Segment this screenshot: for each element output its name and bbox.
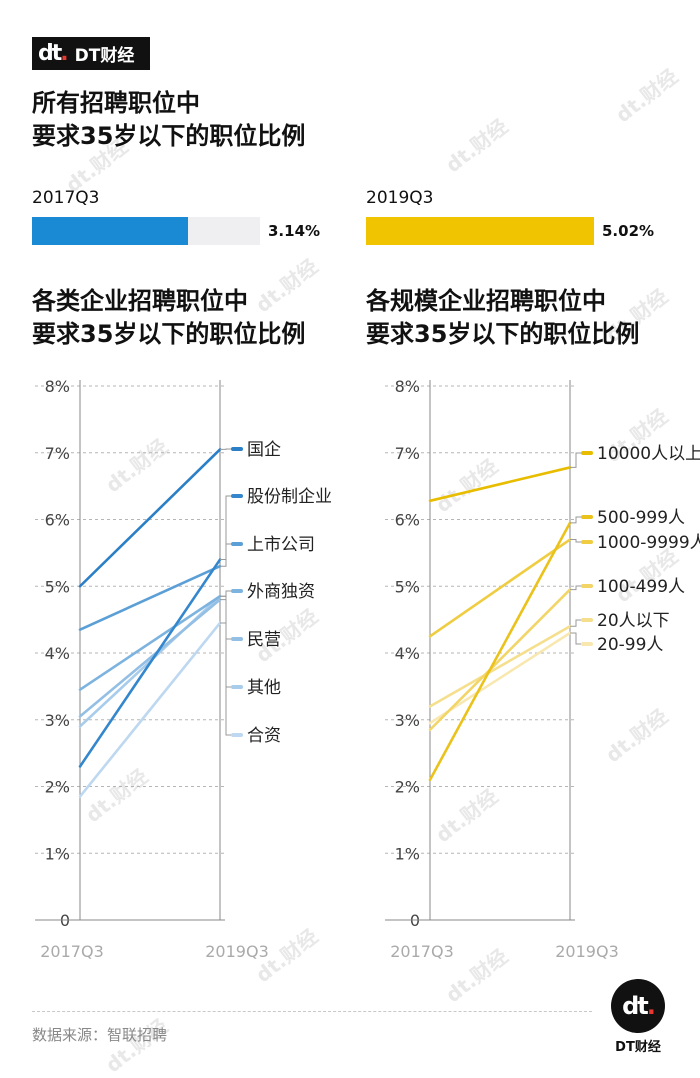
watermark-text: dt.财经	[439, 111, 513, 178]
left-chart-series-line	[80, 623, 220, 797]
left-chart-y-tick-label: 5%	[45, 577, 70, 596]
left-chart-y-tick-label: 2%	[45, 778, 70, 797]
right-chart-y-tick-label: 6%	[395, 511, 420, 530]
left-chart-y-tick-label: 6%	[45, 511, 70, 530]
left-chart-legend-label: 上市公司	[247, 535, 315, 555]
overall-title-line-2: 要求35岁以下的职位比例	[32, 120, 305, 153]
left-chart-title-line-1: 各类企业招聘职位中	[32, 285, 305, 318]
bar-2017-fill	[32, 217, 188, 245]
left-chart-legend-label: 股份制企业	[247, 487, 332, 507]
left-chart-legend-label: 其他	[247, 678, 281, 698]
left-chart-series-line	[80, 600, 220, 717]
left-chart-y-tick-label: 8%	[45, 377, 70, 396]
left-chart-y-tick-label: 3%	[45, 711, 70, 730]
right-chart-y-tick-label: 5%	[395, 577, 420, 596]
left-chart-title: 各类企业招聘职位中 要求35岁以下的职位比例	[32, 285, 305, 351]
right-chart-legend-label: 20人以下	[597, 611, 670, 631]
left-chart-y-tick-label: 4%	[45, 644, 70, 663]
right-chart-series-line	[430, 467, 570, 500]
right-chart-title: 各规模企业招聘职位中 要求35岁以下的职位比例	[366, 285, 639, 351]
right-chart-x-tick-label: 2019Q3	[555, 942, 619, 961]
left-chart-legend-connector	[220, 623, 232, 735]
left-chart-y-tick-label: 1%	[45, 844, 70, 863]
left-chart-legend-label: 外商独资	[247, 582, 315, 602]
bar-2017-label: 2017Q3	[32, 188, 99, 208]
brand-mark-icon: dt.	[38, 41, 67, 66]
watermark-text: dt.财经	[609, 61, 683, 128]
right-chart-legend-label: 100-499人	[597, 577, 685, 597]
left-chart-x-tick-label: 2019Q3	[205, 942, 269, 961]
overall-title: 所有招聘职位中 要求35岁以下的职位比例	[32, 87, 305, 153]
right-chart-title-line-1: 各规模企业招聘职位中	[366, 285, 639, 318]
right-chart-series-line	[430, 540, 570, 637]
right-chart-y-tick-label: 3%	[395, 711, 420, 730]
left-chart-legend-connector	[220, 544, 232, 566]
bar-2019-fill	[366, 217, 594, 245]
right-chart-y-tick-label: 7%	[395, 444, 420, 463]
left-chart-legend-label: 合资	[247, 726, 281, 746]
bar-2019-track	[366, 217, 594, 245]
left-chart-title-line-2: 要求35岁以下的职位比例	[32, 318, 305, 351]
left-chart-legend-label: 民营	[247, 630, 281, 650]
left-chart-series-line	[80, 560, 220, 767]
right-chart-legend-connector	[570, 540, 582, 542]
right-chart-title-line-2: 要求35岁以下的职位比例	[366, 318, 639, 351]
right-chart-series-line	[430, 590, 570, 730]
right-chart-series-line	[430, 523, 570, 780]
brand-name: DT财经	[75, 41, 135, 66]
left-chart-series-line	[80, 566, 220, 629]
footer-brand: DT财经	[606, 1036, 670, 1055]
bar-2017-track	[32, 217, 260, 245]
footer-logo-icon: dt.	[611, 979, 665, 1033]
data-source: 数据来源：智联招聘	[32, 1024, 167, 1045]
right-chart-legend-label: 500-999人	[597, 508, 685, 528]
right-chart-x-tick-label: 2017Q3	[390, 942, 454, 961]
left-chart-x-tick-label: 2017Q3	[40, 942, 104, 961]
left-chart-legend-connector	[220, 591, 232, 596]
right-chart-series-line	[430, 626, 570, 706]
bar-2019-label: 2019Q3	[366, 188, 433, 208]
right-chart-y-tick-label: 4%	[395, 644, 420, 663]
right-chart-y-tick-label: 1%	[395, 844, 420, 863]
left-chart-series-line	[80, 596, 220, 689]
right-chart-legend-connector	[570, 633, 582, 644]
right-chart-legend-label: 1000-9999人	[597, 533, 700, 553]
right-chart-y-tick-label: 8%	[395, 377, 420, 396]
left-chart-legend-label: 国企	[247, 440, 281, 460]
left-chart-series-line	[80, 449, 220, 586]
right-chart-legend-connector	[570, 453, 582, 467]
footer-divider	[32, 1011, 592, 1012]
right-chart-legend-label: 10000人以上	[597, 444, 700, 464]
right-chart-legend-label: 20-99人	[597, 635, 663, 655]
brand-logo: dt. DT财经	[32, 37, 150, 70]
bar-2019-value: 5.02%	[602, 222, 654, 240]
bar-2017-value: 3.14%	[268, 222, 320, 240]
right-chart-y-tick-label: 2%	[395, 778, 420, 797]
overall-title-line-1: 所有招聘职位中	[32, 87, 305, 120]
right-chart-legend-connector	[570, 620, 582, 626]
left-chart-y-tick-label: 7%	[45, 444, 70, 463]
